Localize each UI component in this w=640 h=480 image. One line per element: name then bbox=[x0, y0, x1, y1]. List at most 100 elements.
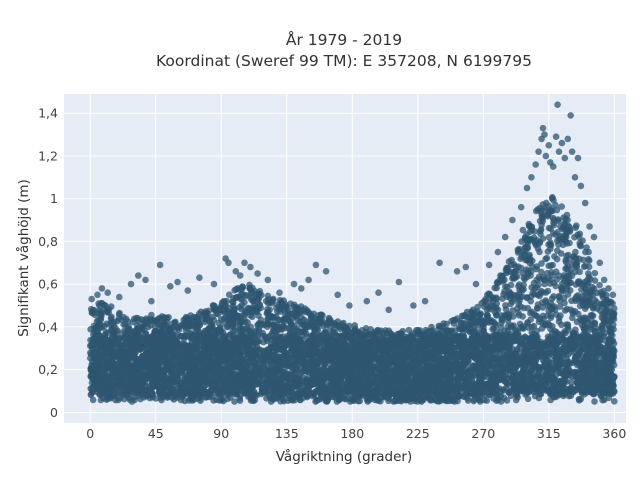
data-point bbox=[294, 317, 302, 324]
data-point bbox=[611, 398, 618, 405]
data-point bbox=[561, 299, 568, 307]
data-point bbox=[545, 321, 553, 329]
data-point bbox=[220, 297, 227, 305]
data-point bbox=[534, 305, 541, 312]
data-points bbox=[86, 101, 618, 405]
data-point bbox=[548, 295, 556, 302]
data-point bbox=[210, 302, 217, 310]
data-point bbox=[309, 322, 317, 330]
data-point bbox=[602, 312, 609, 320]
data-point bbox=[538, 268, 545, 276]
data-point bbox=[572, 263, 580, 270]
data-point bbox=[587, 323, 594, 331]
data-point bbox=[587, 275, 594, 283]
data-point bbox=[205, 307, 213, 315]
data-point bbox=[497, 398, 505, 405]
data-point bbox=[576, 302, 584, 310]
data-point bbox=[528, 223, 535, 231]
data-point bbox=[520, 304, 528, 312]
data-point bbox=[537, 227, 544, 235]
data-point bbox=[564, 222, 572, 230]
data-point bbox=[300, 316, 308, 324]
data-point bbox=[414, 326, 422, 334]
data-point bbox=[354, 329, 361, 336]
data-point bbox=[461, 311, 469, 319]
data-point bbox=[313, 397, 321, 404]
data-point bbox=[552, 201, 559, 209]
data-point bbox=[134, 315, 142, 322]
data-point bbox=[489, 298, 497, 305]
data-point bbox=[512, 263, 519, 270]
data-point bbox=[575, 233, 583, 241]
data-point bbox=[222, 305, 229, 312]
data-point bbox=[294, 327, 302, 335]
data-point bbox=[572, 254, 580, 262]
data-point bbox=[114, 327, 121, 335]
data-point bbox=[152, 317, 159, 324]
data-point bbox=[457, 320, 465, 327]
data-point bbox=[520, 274, 528, 282]
data-point bbox=[563, 211, 571, 219]
data-point bbox=[492, 304, 499, 311]
data-point bbox=[591, 398, 598, 405]
data-point bbox=[336, 325, 344, 333]
data-point bbox=[552, 231, 559, 238]
data-point bbox=[563, 231, 570, 238]
data-point bbox=[547, 241, 554, 248]
data-point bbox=[187, 395, 195, 403]
data-point bbox=[464, 397, 472, 404]
data-point bbox=[247, 397, 255, 404]
data-point bbox=[356, 397, 364, 405]
data-point bbox=[583, 244, 590, 251]
data-point bbox=[223, 323, 231, 331]
data-point bbox=[234, 285, 242, 292]
data-point bbox=[504, 265, 511, 272]
data-point bbox=[407, 398, 414, 405]
data-point bbox=[552, 311, 560, 318]
data-point bbox=[207, 325, 214, 333]
data-point bbox=[498, 312, 505, 319]
data-point bbox=[237, 314, 244, 322]
data-point bbox=[577, 316, 584, 323]
data-point bbox=[170, 319, 178, 326]
data-point bbox=[588, 311, 596, 319]
data-point bbox=[477, 318, 485, 325]
data-point bbox=[506, 311, 513, 319]
data-point bbox=[423, 394, 431, 401]
data-point bbox=[582, 285, 590, 293]
data-point bbox=[128, 398, 136, 405]
data-point bbox=[238, 305, 245, 313]
data-point bbox=[333, 398, 341, 405]
data-point bbox=[503, 397, 511, 404]
data-point bbox=[108, 313, 115, 321]
data-point bbox=[114, 317, 121, 325]
data-point bbox=[234, 293, 241, 301]
data-point bbox=[572, 224, 579, 231]
data-point bbox=[536, 248, 543, 256]
data-point bbox=[610, 321, 617, 329]
data-point bbox=[192, 316, 199, 324]
data-point bbox=[248, 296, 255, 304]
data-point bbox=[530, 234, 538, 242]
data-point bbox=[531, 311, 538, 318]
data-point bbox=[527, 272, 534, 279]
data-point bbox=[542, 255, 549, 263]
data-point bbox=[599, 396, 606, 404]
data-point bbox=[516, 320, 524, 328]
data-point bbox=[262, 297, 270, 305]
data-point bbox=[563, 264, 570, 272]
data-point bbox=[539, 213, 546, 220]
data-point bbox=[515, 245, 523, 253]
data-point bbox=[491, 284, 499, 292]
data-point bbox=[563, 240, 571, 247]
data-point bbox=[523, 235, 530, 243]
data-point bbox=[247, 312, 254, 319]
data-point bbox=[277, 304, 284, 311]
data-point bbox=[545, 210, 552, 218]
data-point bbox=[362, 328, 370, 336]
data-point bbox=[243, 324, 251, 332]
data-point bbox=[451, 398, 458, 405]
data-point bbox=[229, 322, 237, 329]
data-point bbox=[269, 296, 277, 304]
data-point bbox=[95, 322, 103, 330]
